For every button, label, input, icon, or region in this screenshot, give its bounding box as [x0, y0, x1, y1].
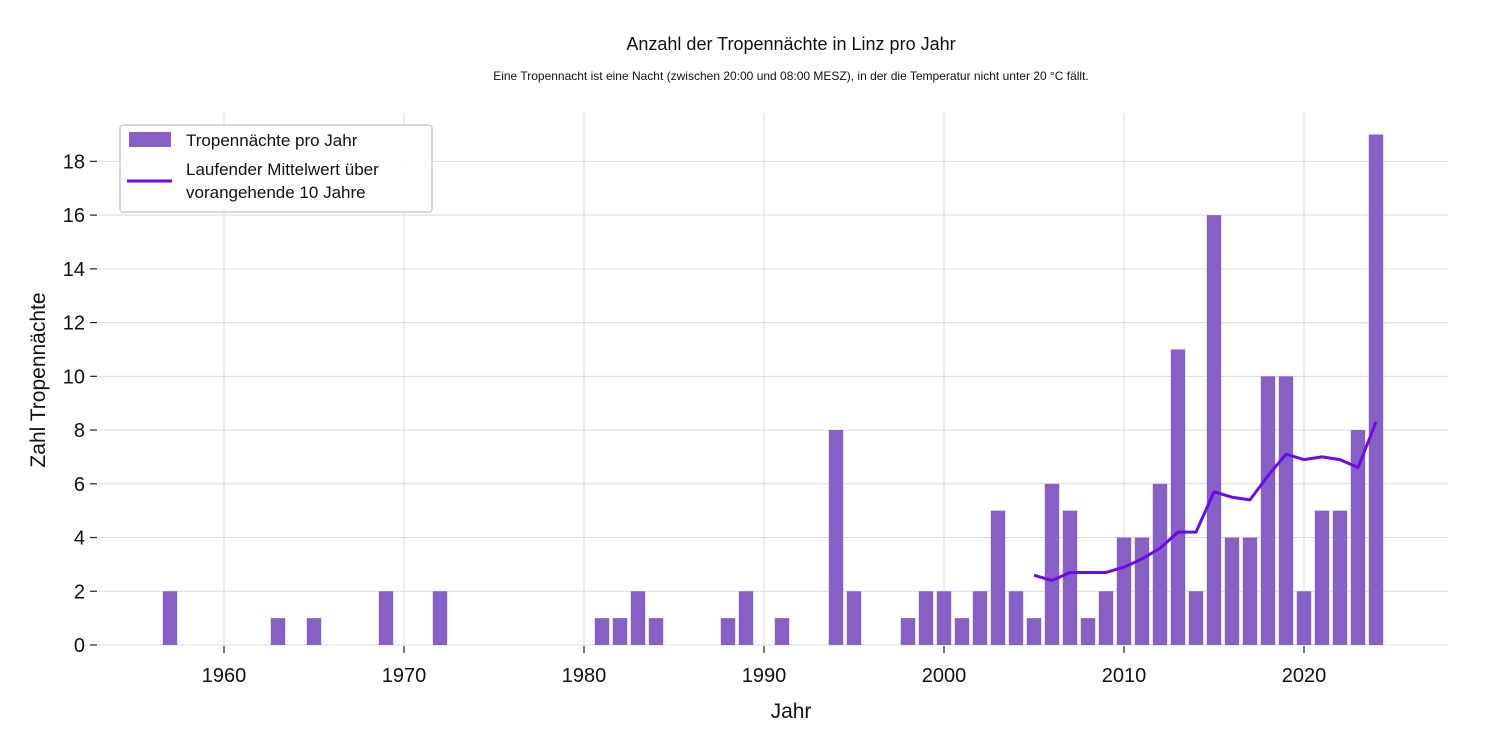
legend-line-label-2: vorangehende 10 Jahre: [186, 183, 366, 202]
bar: [1044, 483, 1060, 645]
bar: [1278, 376, 1294, 645]
y-axis: 0 2 4 6 8 10 12 14 16 18: [63, 151, 97, 657]
bar: [738, 591, 754, 645]
bar: [720, 618, 736, 645]
bar: [1026, 618, 1042, 645]
bar: [612, 618, 628, 645]
bar: [270, 618, 286, 645]
bar: [936, 591, 952, 645]
bar: [828, 430, 844, 645]
chart-subtitle: Eine Tropennacht ist eine Nacht (zwische…: [493, 69, 1089, 83]
x-axis: 1960 1970 1980 1990 2000 2010 2020: [202, 646, 1327, 687]
bar: [990, 510, 1006, 645]
bar: [954, 618, 970, 645]
bar: [594, 618, 610, 645]
legend: Tropennächte pro Jahr Laufender Mittelwe…: [119, 124, 433, 213]
grid: [98, 113, 1448, 646]
chart-title: Anzahl der Tropennächte in Linz pro Jahr: [626, 34, 955, 54]
bar: [378, 591, 394, 645]
legend-line-label-1: Laufender Mittelwert über: [186, 160, 379, 179]
bar: [1368, 134, 1384, 646]
bar: [1008, 591, 1024, 645]
bar: [1260, 376, 1276, 645]
bar: [1332, 510, 1348, 645]
bar: [1080, 618, 1096, 645]
x-tick-label: 1980: [562, 665, 607, 687]
y-tick-label: 16: [63, 205, 85, 227]
y-tick-label: 14: [63, 259, 85, 281]
bar: [918, 591, 934, 645]
bar: [630, 591, 646, 645]
legend-bar-swatch: [129, 132, 171, 147]
y-tick-label: 6: [74, 474, 85, 496]
y-tick-label: 10: [63, 366, 85, 388]
bar: [1224, 537, 1240, 645]
bar: [1134, 537, 1150, 645]
bar: [1242, 537, 1258, 645]
bar: [1296, 591, 1312, 645]
x-tick-label: 1960: [202, 665, 247, 687]
y-tick-label: 4: [74, 528, 85, 550]
bar-series: [162, 134, 1384, 646]
bar: [648, 618, 664, 645]
bar: [972, 591, 988, 645]
bar: [846, 591, 862, 645]
y-axis-label: Zahl Tropennächte: [27, 292, 50, 467]
bar: [1314, 510, 1330, 645]
y-tick-label: 12: [63, 313, 85, 335]
x-tick-label: 2000: [922, 665, 967, 687]
x-axis-label: Jahr: [771, 700, 812, 723]
y-tick-label: 0: [74, 635, 85, 657]
bar: [162, 591, 178, 645]
x-tick-label: 1990: [742, 665, 787, 687]
bar: [1206, 215, 1222, 645]
bar: [306, 618, 322, 645]
bar: [774, 618, 790, 645]
y-tick-label: 2: [74, 581, 85, 603]
bar: [1152, 483, 1168, 645]
bar: [1170, 349, 1186, 645]
bar: [1188, 591, 1204, 645]
x-tick-label: 2010: [1102, 665, 1147, 687]
y-tick-label: 8: [74, 420, 85, 442]
bar: [1098, 591, 1114, 645]
bar: [1350, 430, 1366, 645]
x-tick-label: 1970: [382, 665, 427, 687]
bar: [432, 591, 448, 645]
x-tick-label: 2020: [1282, 665, 1327, 687]
bar: [1116, 537, 1132, 645]
legend-bar-label: Tropennächte pro Jahr: [186, 131, 358, 150]
y-tick-label: 18: [63, 151, 85, 173]
legend-box: [119, 124, 433, 213]
line-series: [1033, 421, 1378, 583]
running-mean-line: [1033, 421, 1378, 583]
bar: [900, 618, 916, 645]
bar: [1062, 510, 1078, 645]
